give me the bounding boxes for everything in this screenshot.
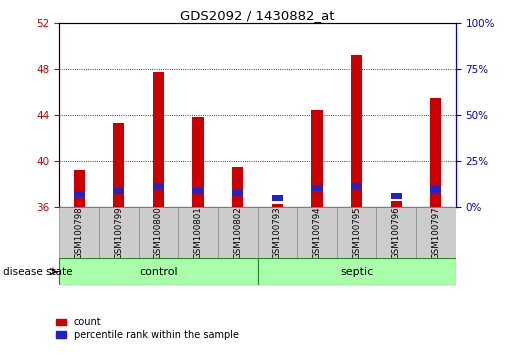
Text: GSM100801: GSM100801 — [194, 206, 202, 259]
Text: GSM100799: GSM100799 — [114, 206, 123, 259]
Bar — [351, 183, 362, 189]
Bar — [113, 123, 124, 207]
Bar — [232, 167, 243, 207]
Text: GSM100800: GSM100800 — [154, 206, 163, 259]
Bar — [312, 185, 322, 191]
Text: GSM100794: GSM100794 — [313, 206, 321, 259]
Text: septic: septic — [340, 267, 373, 277]
Bar — [232, 190, 243, 196]
Bar — [272, 195, 283, 201]
Bar — [218, 207, 258, 258]
Bar — [153, 183, 164, 189]
Bar — [391, 193, 402, 199]
Bar — [59, 207, 99, 258]
Bar — [351, 55, 362, 207]
Bar — [272, 204, 283, 207]
Bar — [178, 207, 218, 258]
Bar — [74, 170, 84, 207]
Text: GDS2092 / 1430882_at: GDS2092 / 1430882_at — [180, 9, 335, 22]
Bar — [431, 98, 441, 207]
Bar — [391, 201, 402, 207]
Bar — [376, 207, 416, 258]
Text: control: control — [139, 267, 178, 277]
Bar — [153, 73, 164, 207]
Bar — [193, 188, 203, 194]
Text: GSM100796: GSM100796 — [392, 206, 401, 259]
Bar — [431, 186, 441, 193]
Bar — [99, 207, 139, 258]
Bar — [139, 207, 178, 258]
Bar — [74, 191, 84, 197]
Legend: count, percentile rank within the sample: count, percentile rank within the sample — [56, 318, 239, 340]
Text: GSM100797: GSM100797 — [432, 206, 440, 259]
Text: GSM100802: GSM100802 — [233, 206, 242, 259]
Bar — [258, 207, 297, 258]
Bar — [193, 118, 203, 207]
Text: GSM100798: GSM100798 — [75, 206, 83, 259]
Bar — [312, 110, 322, 207]
Bar — [297, 207, 337, 258]
Bar — [113, 188, 124, 194]
Text: disease state: disease state — [3, 267, 72, 277]
Text: GSM100793: GSM100793 — [273, 206, 282, 259]
Bar — [416, 207, 456, 258]
Bar — [258, 258, 456, 285]
Text: GSM100795: GSM100795 — [352, 206, 361, 259]
Bar — [337, 207, 376, 258]
Bar — [59, 258, 258, 285]
